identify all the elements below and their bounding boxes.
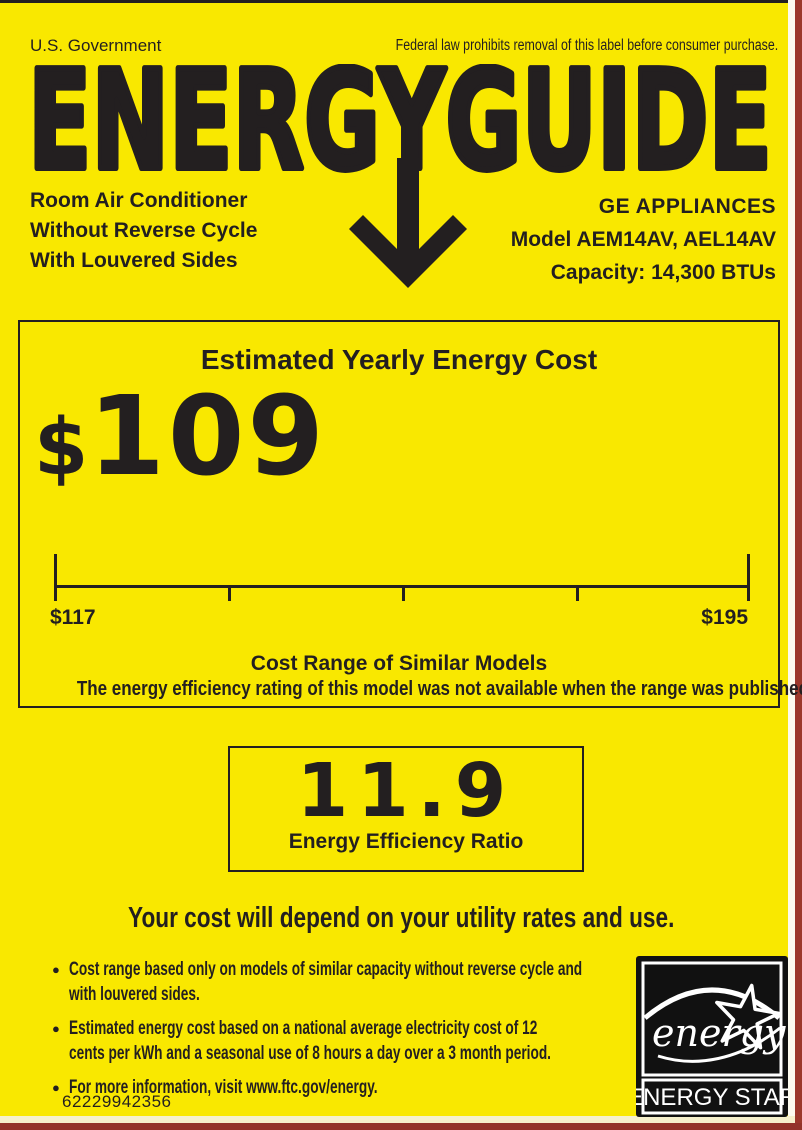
energy-star-wordmark-frame xyxy=(641,1078,783,1115)
footnote-item: ● For more information, visit www.ftc.go… xyxy=(52,1076,652,1101)
energyguide-title-text: ENERGYGUIDE xyxy=(28,64,772,176)
footnote-item: ● Estimated energy cost based on a natio… xyxy=(52,1017,652,1066)
federal-law-notice: Federal law prohibits removal of this la… xyxy=(395,37,778,54)
bullet-icon: ● xyxy=(52,1021,60,1036)
scale-mid-tick xyxy=(576,585,579,601)
footnote-line: For more information, visit www.ftc.gov/… xyxy=(68,1077,378,1098)
right-edge-white xyxy=(788,0,795,1130)
eer-value: 11.9 xyxy=(296,748,516,834)
footnote-text: Estimated energy cost based on a nationa… xyxy=(69,1017,551,1066)
footnote-item: ● Cost range based only on models of sim… xyxy=(52,958,652,1007)
energy-star-emblem-frame xyxy=(641,961,783,1077)
scale-mid-tick xyxy=(228,585,231,601)
eer-label: Energy Efficiency Ratio xyxy=(288,830,524,853)
scale-mid-tick xyxy=(402,585,405,601)
scale-left-end-tick xyxy=(54,554,57,601)
brand-block: GE APPLIANCES Model AEM14AV, AEL14AV Cap… xyxy=(511,190,776,289)
energy-cost-box: Estimated Yearly Energy Cost $ 109 $117 … xyxy=(18,320,802,708)
cost-amount-digits: 109 xyxy=(88,372,327,500)
footnote-text: For more information, visit www.ftc.gov/… xyxy=(69,1076,378,1101)
currency-symbol: $ xyxy=(34,403,89,493)
product-type: Room Air Conditioner Without Reverse Cyc… xyxy=(30,186,257,276)
bullet-icon: ● xyxy=(52,1080,60,1095)
label-number: 62229942356 xyxy=(62,1092,172,1111)
right-edge-red xyxy=(795,0,802,1130)
energy-star-wordmark: ENERGY STAR xyxy=(636,1084,788,1111)
scale-min-label: $117 xyxy=(50,606,96,629)
scale-right-end-tick xyxy=(747,554,750,601)
bottom-edge-red xyxy=(0,1123,802,1130)
cost-range-note: The energy efficiency rating of this mod… xyxy=(76,678,802,700)
scale-max-label: $195 xyxy=(701,606,748,629)
footnote-text: Cost range based only on models of simil… xyxy=(69,958,582,1007)
energy-script-text: energy xyxy=(652,1011,786,1055)
eer-box: 11.9 Energy Efficiency Ratio xyxy=(228,746,584,872)
cost-range-caption: Cost Range of Similar Models xyxy=(250,652,548,675)
usage-heading: Your cost will depend on your utility ra… xyxy=(0,902,802,935)
footnote-line: Cost range based only on models of simil… xyxy=(68,959,583,980)
footnote-line: with louvered sides. xyxy=(68,983,200,1005)
energyguide-title: ENERGYGUIDE xyxy=(28,64,772,176)
product-type-line: Room Air Conditioner xyxy=(30,189,248,212)
brand-name: GE APPLIANCES xyxy=(598,195,776,218)
bottom-edge-pale xyxy=(0,1116,795,1123)
us-government-text: U.S. Government xyxy=(30,36,162,55)
yearly-cost-amount: $ 109 xyxy=(34,368,327,506)
energy-star-logo: energy ENERGY STAR xyxy=(636,956,788,1117)
cost-box-heading: Estimated Yearly Energy Cost xyxy=(200,344,598,375)
footnotes: ● Cost range based only on models of sim… xyxy=(52,958,652,1111)
footnote-line: cents per kWh and a seasonal use of 8 ho… xyxy=(68,1042,551,1064)
model-numbers: Model AEM14AV, AEL14AV xyxy=(510,228,776,251)
energy-star-star-icon xyxy=(715,983,781,1050)
footnote-line: Estimated energy cost based on a nationa… xyxy=(68,1018,538,1039)
usage-heading-text: Your cost will depend on your utility ra… xyxy=(127,902,675,934)
energy-script-swash xyxy=(657,1026,781,1063)
bullet-icon: ● xyxy=(52,962,60,977)
top-edge-line xyxy=(0,0,802,3)
capacity-text: Capacity: 14,300 BTUs xyxy=(550,261,776,284)
energy-star-arc xyxy=(643,987,781,1020)
product-type-line: Without Reverse Cycle xyxy=(30,219,258,242)
down-arrow-icon xyxy=(349,158,467,288)
product-type-line: With Louvered Sides xyxy=(30,249,238,272)
